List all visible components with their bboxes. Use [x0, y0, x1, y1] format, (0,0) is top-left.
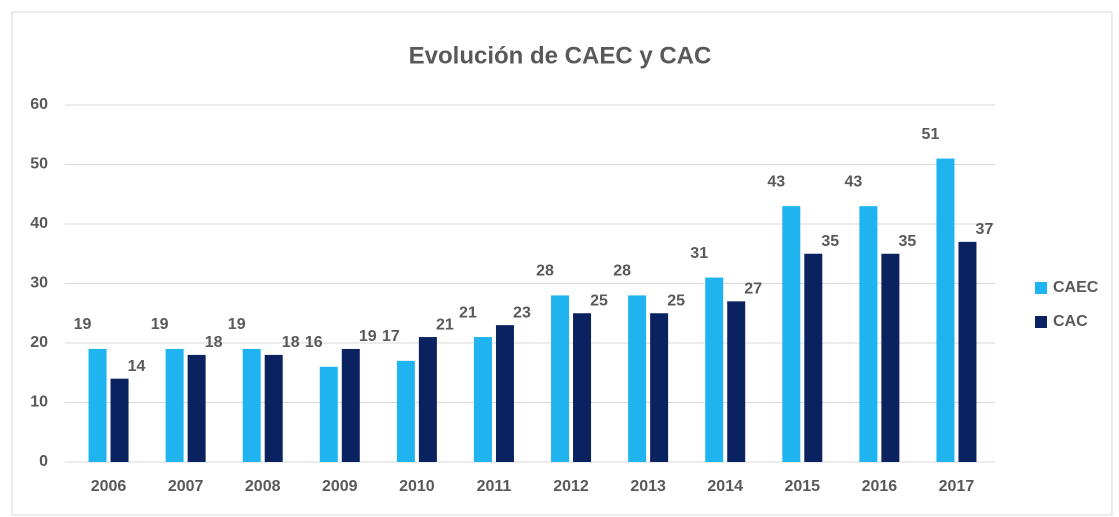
- data-label: 25: [667, 292, 685, 309]
- data-label: 37: [976, 221, 994, 238]
- x-tick-label: 2016: [862, 478, 898, 495]
- bar: [881, 253, 900, 462]
- data-label: 18: [282, 334, 300, 351]
- bar: [242, 348, 261, 462]
- bar: [165, 348, 184, 462]
- data-label: 35: [898, 233, 916, 250]
- x-tick-label: 2010: [399, 478, 435, 495]
- data-label: 31: [690, 245, 708, 262]
- data-label: 23: [513, 304, 531, 321]
- bar: [705, 277, 724, 462]
- data-label: 35: [821, 233, 839, 250]
- y-tick-label: 50: [30, 156, 48, 173]
- chart-title: Evolución de CAEC y CAC: [409, 42, 712, 69]
- legend-label: CAC: [1053, 313, 1088, 330]
- bar: [958, 241, 977, 462]
- x-tick-label: 2017: [939, 478, 975, 495]
- bar: [110, 378, 129, 462]
- bar: [782, 206, 801, 462]
- bar: [88, 348, 107, 462]
- x-tick-label: 2009: [322, 478, 358, 495]
- y-tick-label: 60: [30, 96, 48, 113]
- y-tick-label: 40: [30, 215, 48, 232]
- y-tick-label: 0: [39, 453, 48, 470]
- x-tick-label: 2014: [707, 478, 743, 495]
- x-tick-label: 2012: [553, 478, 589, 495]
- bar: [727, 301, 746, 462]
- bar: [859, 206, 878, 462]
- data-label: 21: [459, 304, 477, 321]
- bar: [396, 360, 415, 462]
- data-label: 17: [382, 328, 400, 345]
- bar: [264, 354, 283, 462]
- bar: [418, 337, 437, 462]
- bar: [341, 348, 360, 462]
- x-tick-label: 2015: [784, 478, 820, 495]
- data-label: 28: [536, 263, 554, 280]
- bar: [551, 295, 570, 462]
- data-label: 19: [74, 316, 92, 333]
- y-tick-label: 30: [30, 275, 48, 292]
- data-label: 51: [922, 126, 940, 143]
- x-tick-label: 2008: [245, 478, 281, 495]
- bar: [804, 253, 823, 462]
- legend-swatch: [1035, 316, 1047, 328]
- y-tick-label: 10: [30, 394, 48, 411]
- data-label: 19: [359, 328, 377, 345]
- data-label: 21: [436, 316, 454, 333]
- data-label: 28: [613, 263, 631, 280]
- data-label: 16: [305, 334, 323, 351]
- bar: [573, 313, 592, 462]
- data-label: 14: [128, 358, 146, 375]
- x-tick-label: 2011: [477, 478, 512, 495]
- data-label: 19: [228, 316, 246, 333]
- data-label: 27: [744, 281, 762, 298]
- x-tick-label: 2006: [91, 478, 127, 495]
- bar: [187, 354, 206, 462]
- data-label: 18: [205, 334, 223, 351]
- legend-label: CAEC: [1053, 279, 1099, 296]
- bar: [628, 295, 647, 462]
- bar: [473, 337, 492, 462]
- bar: [319, 366, 338, 462]
- data-label: 25: [590, 292, 608, 309]
- data-label: 19: [151, 316, 169, 333]
- y-tick-label: 20: [30, 334, 48, 351]
- data-label: 43: [844, 173, 862, 190]
- bar: [495, 325, 514, 462]
- bar: [650, 313, 669, 462]
- x-tick-label: 2007: [168, 478, 204, 495]
- bar: [936, 158, 955, 463]
- data-label: 43: [767, 173, 785, 190]
- legend-swatch: [1035, 282, 1047, 294]
- x-tick-label: 2013: [630, 478, 666, 495]
